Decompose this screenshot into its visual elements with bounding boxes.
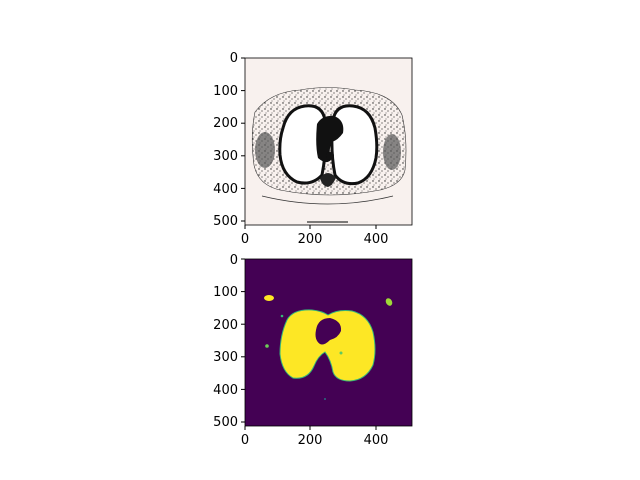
mask-image [264, 295, 393, 400]
ct-y-axis: 0 100 200 300 400 500 [213, 51, 245, 229]
mask-x-tick-label: 0 [241, 433, 249, 448]
mask-x-tick-label: 400 [364, 433, 389, 448]
mask-axes-frame [244, 258, 413, 427]
ct-image [251, 87, 407, 223]
ct-y-tick-label: 400 [213, 182, 238, 197]
mask-y-tick-label: 300 [213, 350, 238, 365]
ct-y-tick-label: 300 [213, 149, 238, 164]
mask-y-tick-label: 400 [213, 383, 238, 398]
ct-x-axis: 0 200 400 [241, 225, 389, 247]
mask-y-tick-label: 0 [230, 253, 238, 268]
mask-image-panel: 0 100 200 300 400 500 0 200 400 [213, 253, 413, 448]
ct-axes-frame [244, 57, 413, 226]
mask-x-tick-label: 200 [298, 433, 323, 448]
ct-y-tick-label: 500 [213, 214, 238, 229]
ct-x-tick-label: 400 [364, 232, 389, 247]
mask-y-tick-label: 200 [213, 318, 238, 333]
ct-x-tick-label: 0 [241, 232, 249, 247]
ct-y-tick-label: 0 [230, 51, 238, 66]
mask-y-axis: 0 100 200 300 400 500 [213, 253, 245, 430]
mask-y-tick-label: 100 [213, 285, 238, 300]
mask-x-axis: 0 200 400 [241, 426, 389, 448]
mask-y-tick-label: 500 [213, 415, 238, 430]
ct-x-tick-label: 200 [298, 232, 323, 247]
ct-image-panel: 0 100 200 300 400 500 0 200 400 [213, 51, 413, 247]
ct-y-tick-label: 200 [213, 116, 238, 131]
ct-y-tick-label: 100 [213, 84, 238, 99]
